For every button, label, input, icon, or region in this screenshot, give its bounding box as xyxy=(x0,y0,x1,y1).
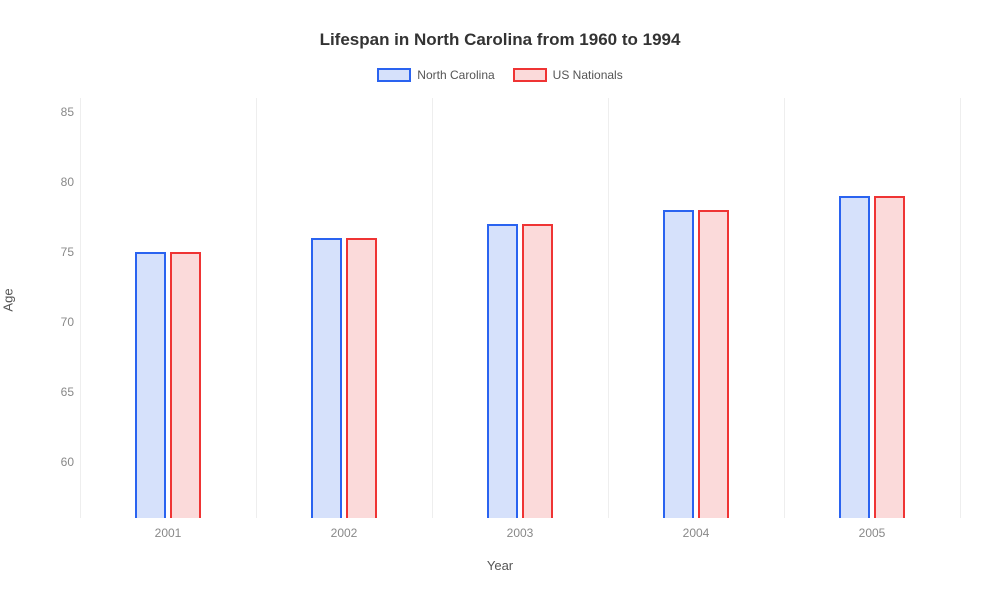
chart-title: Lifespan in North Carolina from 1960 to … xyxy=(30,30,970,50)
y-tick-label: 80 xyxy=(46,175,74,189)
x-tick-label: 2001 xyxy=(155,526,182,540)
x-tick-label: 2005 xyxy=(859,526,886,540)
bar xyxy=(663,210,695,518)
legend-item-us-nationals: US Nationals xyxy=(513,68,623,82)
plot-area: 60657075808520012002200320042005 xyxy=(80,98,960,518)
y-tick-label: 65 xyxy=(46,385,74,399)
y-axis-title: Age xyxy=(1,288,16,311)
gridline xyxy=(80,98,81,518)
y-tick-label: 70 xyxy=(46,315,74,329)
bar xyxy=(346,238,378,518)
bar xyxy=(839,196,871,518)
legend-swatch-north-carolina xyxy=(377,68,411,82)
y-tick-label: 85 xyxy=(46,105,74,119)
bar xyxy=(487,224,519,518)
bar xyxy=(874,196,906,518)
bar xyxy=(698,210,730,518)
bar xyxy=(170,252,202,518)
legend-label-us-nationals: US Nationals xyxy=(553,68,623,82)
legend-swatch-us-nationals xyxy=(513,68,547,82)
gridline xyxy=(256,98,257,518)
plot-wrap: 60657075808520012002200320042005 xyxy=(80,98,960,518)
chart-container: Lifespan in North Carolina from 1960 to … xyxy=(0,0,1000,600)
y-tick-label: 60 xyxy=(46,455,74,469)
legend-label-north-carolina: North Carolina xyxy=(417,68,494,82)
y-tick-label: 75 xyxy=(46,245,74,259)
x-tick-label: 2004 xyxy=(683,526,710,540)
bar xyxy=(135,252,167,518)
legend: North Carolina US Nationals xyxy=(30,68,970,82)
bar xyxy=(311,238,343,518)
x-axis-title: Year xyxy=(30,558,970,573)
gridline xyxy=(960,98,961,518)
legend-item-north-carolina: North Carolina xyxy=(377,68,494,82)
gridline xyxy=(784,98,785,518)
gridline xyxy=(608,98,609,518)
bar xyxy=(522,224,554,518)
gridline xyxy=(432,98,433,518)
x-tick-label: 2002 xyxy=(331,526,358,540)
x-tick-label: 2003 xyxy=(507,526,534,540)
